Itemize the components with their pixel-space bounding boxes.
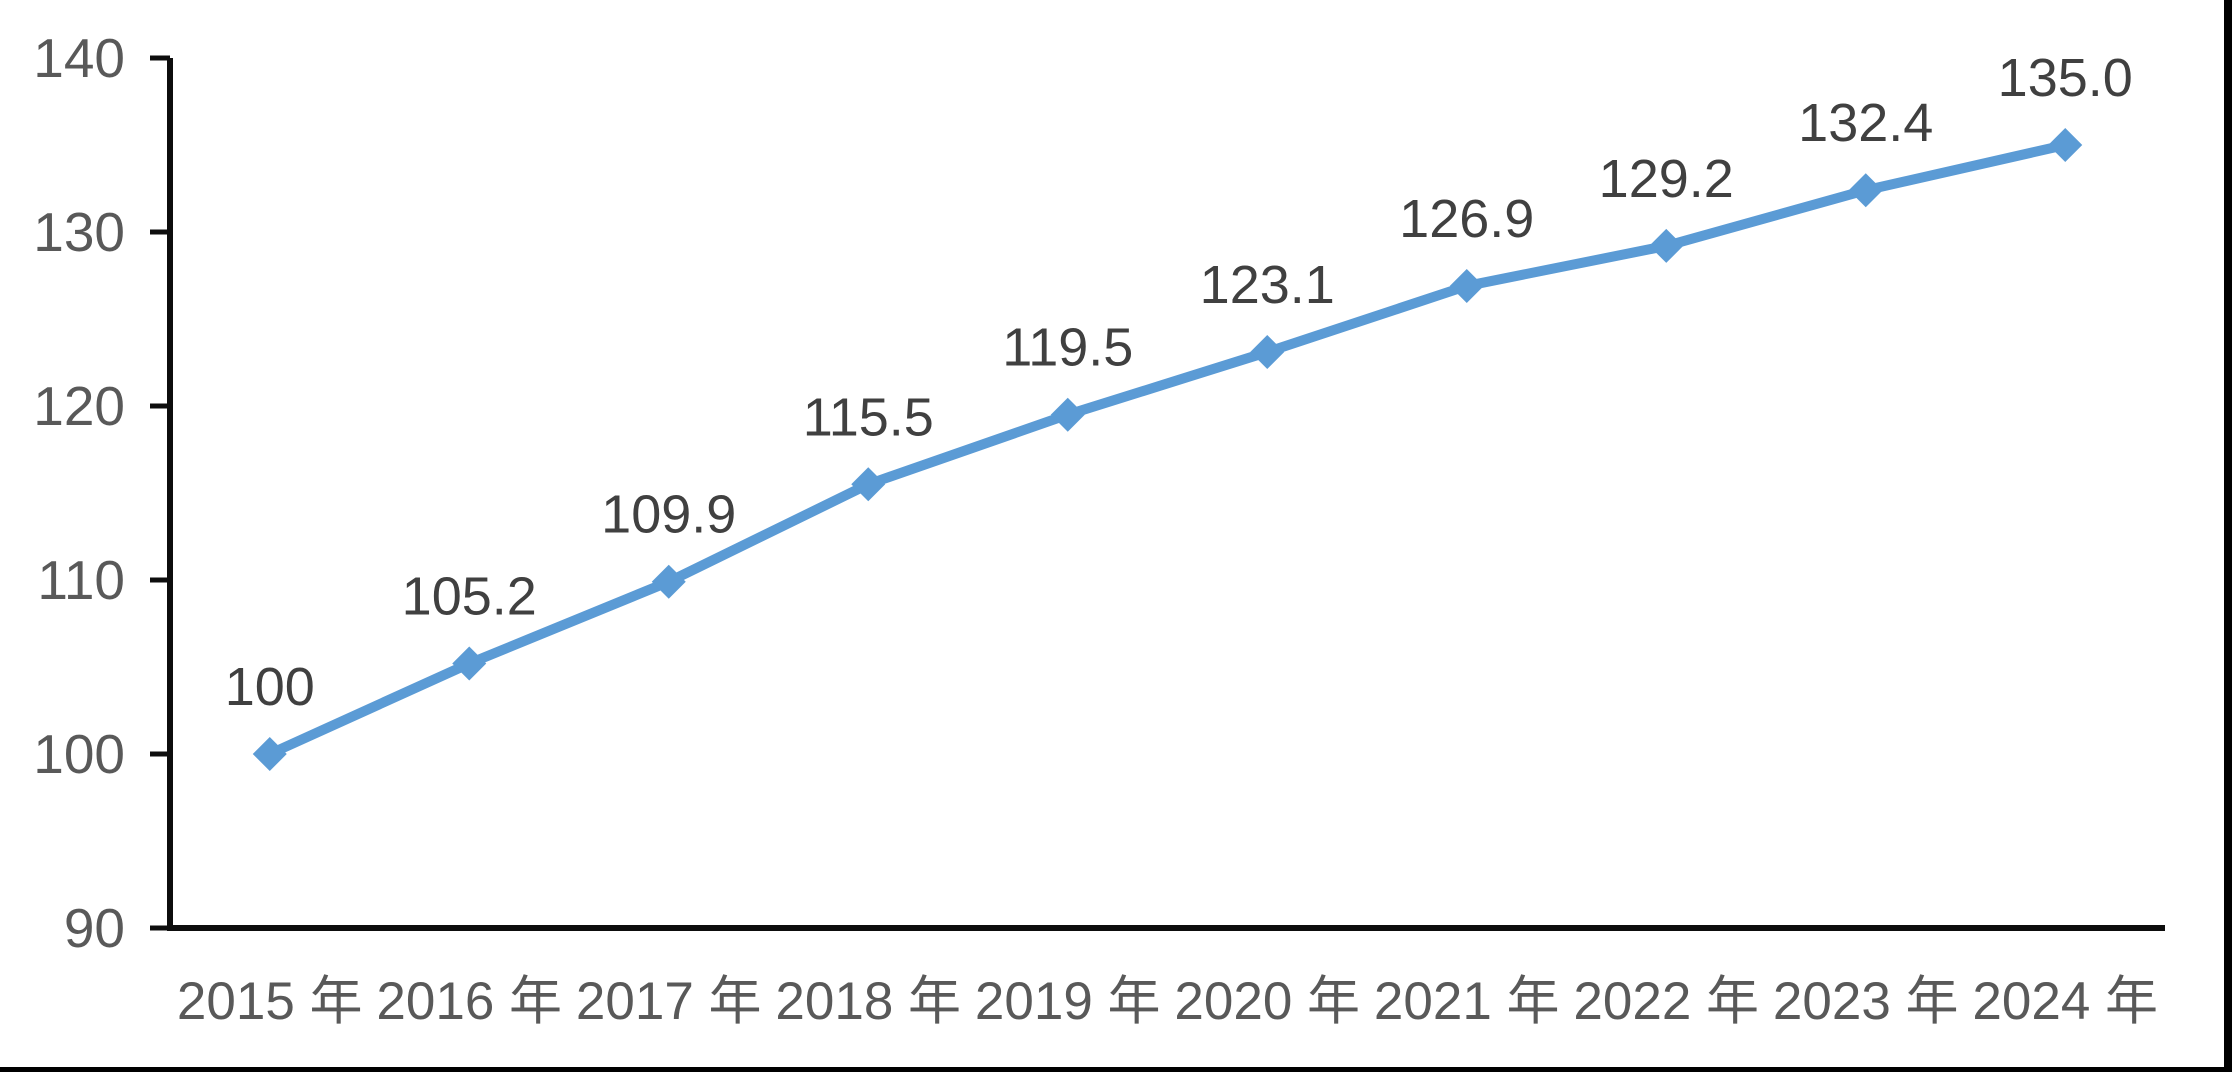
x-axis-tick-label: 2020 年 — [1174, 972, 1360, 1031]
diamond-marker — [851, 467, 886, 502]
diamond-marker — [1050, 397, 1085, 432]
diamond-marker — [651, 564, 686, 599]
y-axis-tick-label: 120 — [33, 375, 125, 437]
x-axis-tick-label: 2024 年 — [1972, 972, 2158, 1031]
diamond-marker — [252, 737, 287, 771]
data-point-label: 100 — [225, 657, 315, 717]
y-axis-tick-label: 90 — [64, 897, 125, 959]
data-point-label: 119.5 — [1002, 318, 1133, 378]
diamond-marker — [452, 646, 487, 681]
data-point-label: 132.4 — [1798, 93, 1933, 153]
y-axis-tick-label: 140 — [33, 27, 125, 89]
data-series-line — [264, 140, 2071, 759]
data-point-label: 123.1 — [1200, 255, 1335, 315]
diamond-marker — [1848, 173, 1883, 208]
diamond-marker — [1649, 228, 1684, 263]
x-axis-tick-label: 2019 年 — [975, 972, 1161, 1031]
y-axis-tick-label: 130 — [33, 201, 125, 263]
data-point-label: 126.9 — [1399, 189, 1534, 249]
x-axis-tick-label: 2021 年 — [1374, 972, 1560, 1031]
data-point-label: 109.9 — [601, 485, 736, 545]
diamond-marker — [2048, 128, 2083, 162]
data-point-label: 135.0 — [1998, 48, 2133, 108]
data-point-label: 115.5 — [803, 387, 934, 447]
y-axis-tick-label: 100 — [33, 723, 125, 785]
y-axis-tick-label: 110 — [37, 549, 125, 611]
data-point-label: 105.2 — [402, 567, 537, 627]
x-axis-tick-label: 2017 年 — [576, 972, 762, 1031]
x-axis-tick-label: 2023 年 — [1773, 972, 1959, 1031]
x-axis-tick-label: 2016 年 — [376, 972, 562, 1031]
diamond-marker — [1250, 335, 1285, 370]
x-axis-tick-label: 2018 年 — [775, 972, 961, 1031]
data-point-label: 129.2 — [1599, 149, 1734, 209]
x-axis-tick-label: 2015 年 — [177, 972, 363, 1031]
diamond-marker — [1449, 268, 1484, 303]
x-axis-tick-label: 2022 年 — [1573, 972, 1759, 1031]
